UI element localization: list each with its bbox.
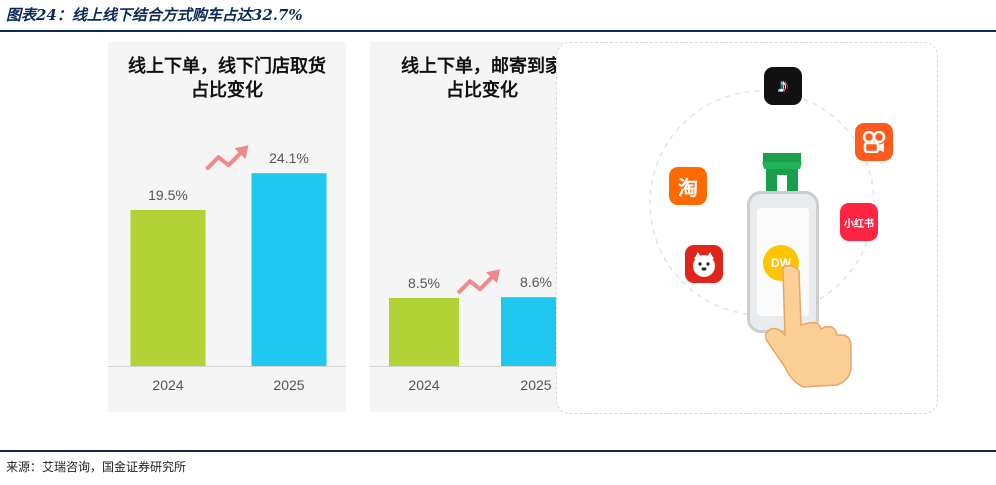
trend-up-arrow	[456, 273, 496, 295]
bar-chart-pickup: 19.5% 2024 24.1% 2025	[108, 145, 346, 393]
jd-app-icon	[685, 245, 723, 283]
x-tick-label: 2024	[152, 377, 183, 393]
taobao-glyph: 淘	[678, 177, 698, 200]
bar-value-label: 24.1%	[269, 150, 309, 166]
bar-2024	[389, 298, 459, 366]
store-icon	[762, 153, 802, 191]
orbit-ring	[649, 90, 875, 316]
kuaishou-app-icon	[855, 123, 893, 161]
bar-chart-delivery: 8.5% 2024 8.6% 2025	[370, 269, 594, 393]
bottom-rule	[0, 450, 996, 452]
source-note: 来源：艾瑞咨询，国金证券研究所	[6, 460, 187, 474]
xiaohongshu-text: 小红书	[844, 218, 874, 230]
trend-arrow-head	[486, 269, 500, 284]
trend-arrow-head	[234, 145, 249, 160]
bar-2024	[130, 210, 206, 366]
bar-2025	[251, 173, 327, 366]
taobao-app-icon: 淘	[669, 167, 707, 205]
figure-title: 图表24：线上线下结合方式购车占达32.7%	[6, 6, 303, 24]
bar-value-label: 8.6%	[520, 274, 552, 290]
chart-title: 线上下单，线下门店取货占比变化	[128, 56, 326, 100]
x-tick-label: 2024	[408, 377, 439, 393]
app-illustration: DW ♪ 淘 小红书	[556, 42, 938, 414]
x-tick-label: 2025	[273, 377, 304, 393]
tiktok-app-icon: ♪	[764, 67, 802, 105]
chart-panel-pickup: 线上下单，线下门店取货占比变化 19.5% 2024 24.1% 2025	[108, 42, 346, 412]
chart-title: 线上下单，邮寄到家占比变化	[401, 56, 563, 100]
x-tick-label: 2025	[520, 377, 551, 393]
xiaohongshu-app-icon: 小红书	[840, 203, 878, 241]
hand-icon	[764, 264, 852, 388]
bar-value-label: 8.5%	[408, 275, 440, 291]
trend-up-arrow	[205, 149, 244, 171]
bar-value-label: 19.5%	[148, 187, 188, 203]
dewu-app-icon: DW	[763, 245, 799, 281]
top-rule	[0, 30, 996, 32]
